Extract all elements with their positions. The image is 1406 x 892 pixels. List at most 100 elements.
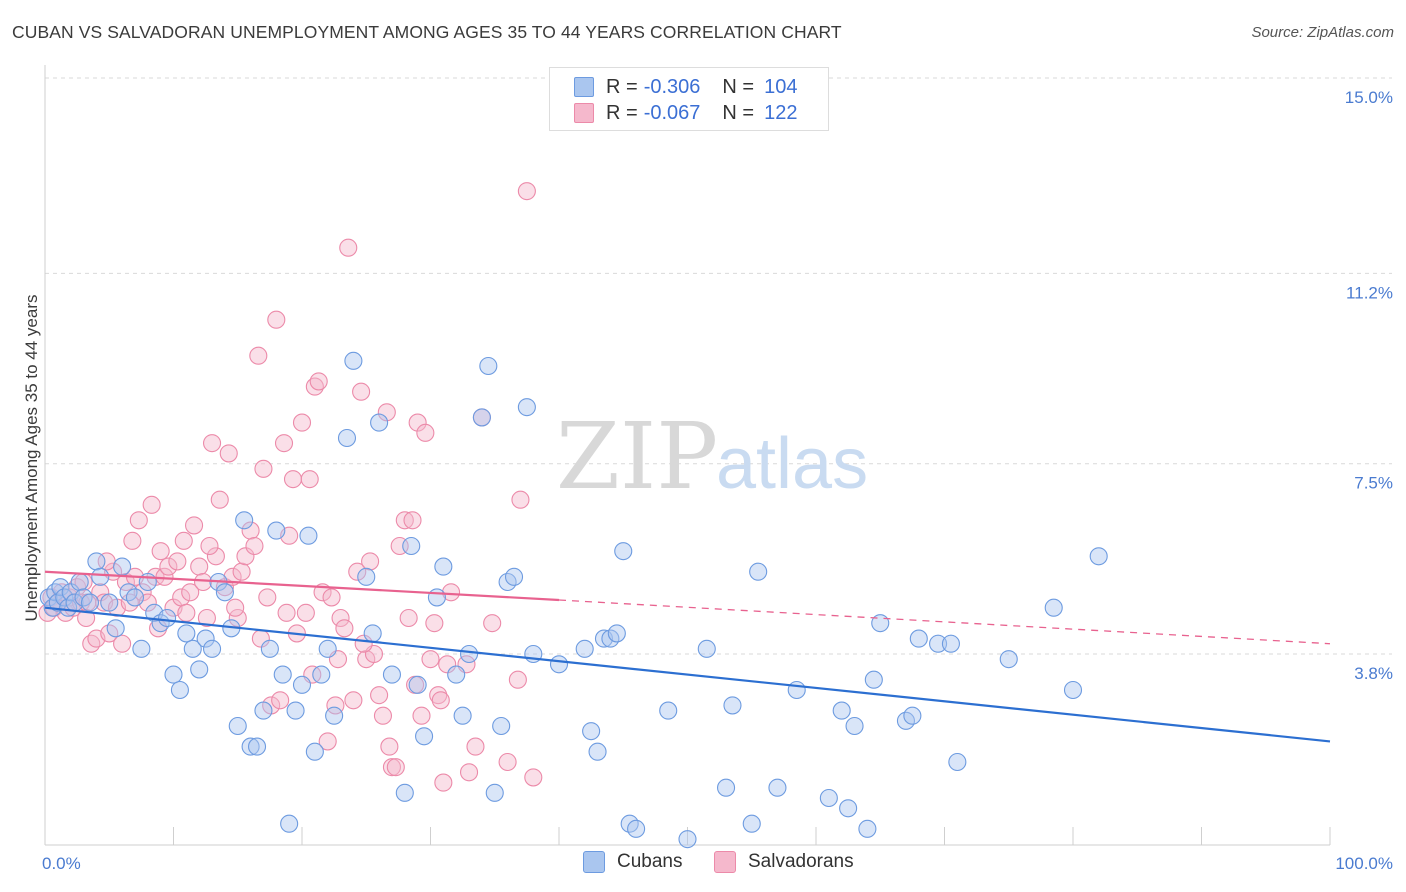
salvadoran-point <box>190 557 209 576</box>
cuban-point <box>325 706 344 725</box>
cuban-point <box>588 742 607 761</box>
bottom-legend-cubans: Cubans <box>583 851 683 873</box>
cuban-point <box>286 701 305 720</box>
salvadorans-legend-swatch <box>714 851 736 873</box>
salvadoran-point <box>377 403 396 422</box>
salvadoran-point <box>434 773 453 792</box>
salvadoran-point <box>116 572 136 592</box>
cuban-point <box>472 408 491 427</box>
legend-row-salvadorans: R = -0.067 N = 122 <box>574 101 797 125</box>
cuban-point <box>106 619 125 638</box>
cuban-point <box>627 819 646 838</box>
salvadoran-point <box>174 531 193 550</box>
salvadoran-point <box>331 608 350 628</box>
salvadoran-point <box>197 608 216 628</box>
salvadoran-point <box>425 614 444 633</box>
salvadorans-trend-extension <box>558 599 1331 645</box>
salvadoran-point <box>200 536 219 556</box>
legend-r-value: -0.306 <box>643 75 701 98</box>
salvadoran-point <box>403 511 422 530</box>
cuban-point <box>357 567 376 586</box>
salvadoran-point <box>466 737 485 756</box>
cuban-point <box>832 701 851 720</box>
salvadoran-point <box>194 572 213 592</box>
salvadoran-point <box>380 737 399 756</box>
salvadoran-point <box>386 758 405 777</box>
cuban-point <box>459 644 479 664</box>
cuban-point <box>504 567 524 586</box>
cuban-point <box>113 557 132 576</box>
watermark: ZIP atlas <box>556 403 868 510</box>
legend-n-value: 104 <box>764 75 798 98</box>
watermark-atlas: atlas <box>716 424 868 504</box>
cuban-point <box>203 639 222 658</box>
cuban-point <box>697 639 716 658</box>
cuban-point <box>241 737 260 756</box>
cuban-point <box>614 542 633 561</box>
salvadoran-point <box>429 686 448 705</box>
salvadorans-points <box>38 182 543 792</box>
salvadoran-point <box>395 511 414 530</box>
salvadoran-point <box>113 634 132 653</box>
cuban-point <box>273 665 292 684</box>
cuban-point <box>479 356 498 376</box>
cuban-point <box>170 680 189 700</box>
cuban-point <box>183 639 202 658</box>
salvadoran-point <box>483 614 502 633</box>
salvadoran-point <box>370 686 389 705</box>
salvadoran-point <box>399 608 418 628</box>
salvadoran-point <box>335 619 354 638</box>
x-tick-label-0: 0.0% <box>42 854 81 873</box>
salvadorans-legend-label: Salvadorans <box>748 851 854 872</box>
salvadoran-point <box>412 706 431 725</box>
salvadoran-point <box>408 413 427 432</box>
salvadoran-point <box>524 768 543 787</box>
y-tick-label-2: 11.2% <box>1346 283 1393 302</box>
cuban-point <box>292 675 312 694</box>
cuban-point <box>318 639 337 658</box>
salvadoran-point <box>245 536 264 556</box>
cuban-point <box>929 634 948 653</box>
salvadoran-point <box>339 238 358 257</box>
salvadoran-point <box>203 434 222 453</box>
cuban-point <box>434 557 453 576</box>
cuban-point <box>363 624 382 643</box>
salvadoran-point <box>249 346 268 365</box>
salvadoran-point <box>348 562 367 581</box>
salvadoran-point <box>318 732 337 751</box>
cuban-point <box>80 593 100 612</box>
cuban-point <box>909 629 928 648</box>
cubans-legend-swatch <box>583 851 605 873</box>
salvadoran-point <box>267 310 286 329</box>
salvadoran-point <box>517 182 536 201</box>
cuban-point <box>903 706 922 725</box>
correlation-legend: R = -0.306 N = 104 R = -0.067 N = 122 <box>549 67 829 131</box>
cuban-point <box>999 650 1018 669</box>
trend-lines <box>44 570 1331 743</box>
salvadoran-point <box>498 752 517 772</box>
cuban-point <box>190 660 209 679</box>
salvadoran-point <box>159 557 178 576</box>
cuban-point <box>485 783 504 802</box>
salvadoran-point <box>508 670 527 689</box>
cuban-point <box>415 727 434 746</box>
cuban-point <box>395 783 414 802</box>
cuban-point <box>408 675 427 694</box>
salvadoran-point <box>459 763 479 782</box>
cuban-point <box>267 521 286 540</box>
salvadoran-point <box>219 444 238 463</box>
cubans-swatch <box>574 77 594 97</box>
cuban-point <box>659 701 678 720</box>
salvadoran-point <box>254 459 273 478</box>
chart-title: CUBAN VS SALVADORAN UNEMPLOYMENT AMONG A… <box>12 22 842 42</box>
cuban-point <box>517 398 536 417</box>
cuban-point <box>447 665 466 684</box>
cuban-point <box>100 593 119 612</box>
legend-row-cubans: R = -0.306 N = 104 <box>574 75 797 99</box>
cuban-point <box>845 716 864 736</box>
salvadoran-point <box>296 603 315 622</box>
legend-n-value: 122 <box>764 101 798 124</box>
cuban-point <box>819 788 838 808</box>
cuban-point <box>125 588 144 607</box>
